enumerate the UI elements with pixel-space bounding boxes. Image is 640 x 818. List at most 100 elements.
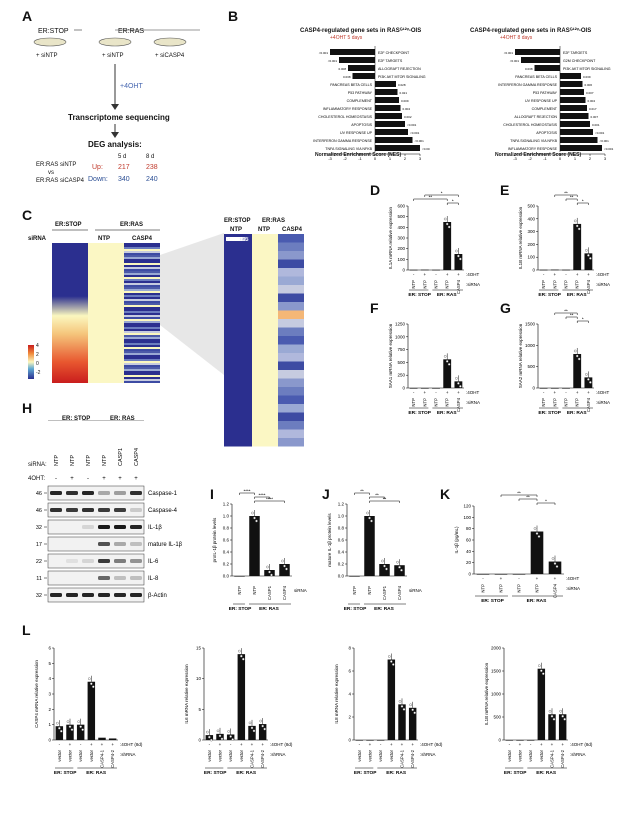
oht-label: - — [80, 742, 82, 747]
zoom-cell-stop — [224, 234, 252, 243]
data-point — [210, 738, 213, 742]
a-compare2: ER:RAS siCASP4 — [36, 178, 85, 184]
heatmap-stripe — [124, 377, 160, 379]
zoom-cell-ntp — [252, 242, 278, 251]
x-tick-label: 1 — [389, 156, 392, 160]
a-down-5d: 340 — [118, 176, 130, 183]
zoom-cell-casp4 — [278, 378, 304, 387]
oht-label: - — [59, 742, 61, 747]
data-point — [402, 708, 406, 711]
fdr-label: 0.007 — [586, 91, 594, 95]
data-point — [548, 709, 552, 713]
oht-label: - — [435, 272, 437, 277]
category-label: NTP — [422, 398, 427, 407]
oht-label: + — [446, 272, 449, 277]
group-ras-label: ER: RAS — [437, 292, 458, 298]
nes-bar — [330, 49, 375, 55]
nes-bar — [560, 145, 602, 151]
category-label: CASP4-2 — [410, 749, 415, 768]
y-tick-label: 100 — [527, 255, 535, 260]
gene-label: GNA15 — [226, 237, 243, 243]
oht-label: + — [423, 390, 426, 395]
a-cell2-label: + siNTP — [102, 53, 124, 59]
category-label: CASP4 — [397, 585, 402, 600]
fdr-label: <0.001 — [604, 147, 614, 151]
oht-label: + — [251, 742, 254, 747]
sig-label: ** — [360, 489, 364, 494]
x-tick-label: -2 — [528, 156, 532, 160]
heatmap-stripe — [124, 329, 160, 331]
sig-label: * — [441, 191, 443, 196]
nes-bar — [560, 105, 587, 111]
sig-label: ** — [429, 195, 433, 200]
nes-bar — [560, 89, 584, 95]
data-point — [66, 720, 70, 723]
oht-label: + — [390, 742, 393, 747]
oht-label: + — [369, 742, 372, 747]
bar — [454, 381, 463, 388]
nes-bar — [375, 137, 413, 143]
x-tick-label: 2 — [404, 156, 407, 160]
category-label: NTP — [422, 280, 427, 289]
data-point — [263, 727, 266, 731]
y-tick-label: 1000 — [525, 343, 536, 348]
data-point — [285, 567, 288, 571]
zoom-cell-stop — [224, 412, 252, 421]
y-tick-label: 500 — [527, 204, 535, 209]
category-label: NTP — [411, 280, 416, 289]
y-axis-label: IL8 mRNA relative expression — [334, 664, 339, 724]
gene-label: IL1A — [226, 237, 237, 243]
c-casp4: CASP4 — [132, 236, 153, 242]
zoom-cell-ntp — [252, 319, 278, 328]
sig-label: ** — [526, 495, 530, 500]
data-point — [409, 703, 412, 707]
oht-label: - — [359, 742, 361, 747]
bar — [355, 740, 364, 741]
data-point — [552, 717, 556, 721]
oht-label: - — [518, 576, 520, 581]
y-tick-label: 0 — [402, 386, 405, 391]
bar — [364, 516, 375, 576]
heatmap-stripe — [124, 343, 160, 345]
bar — [558, 714, 567, 740]
oht-label: + — [457, 272, 460, 277]
y-tick-label: 100 — [463, 515, 471, 520]
y-tick-label: 0.0 — [338, 574, 345, 579]
zoom-cell-casp4 — [278, 370, 304, 379]
data-point — [385, 567, 388, 571]
data-point — [218, 734, 222, 738]
data-point — [538, 664, 541, 668]
sig-label: ** — [375, 493, 379, 498]
sig-label: ** — [564, 309, 568, 314]
oht-label: + — [587, 272, 590, 277]
y-tick-label: 750 — [397, 347, 405, 352]
oht-label: + — [576, 390, 579, 395]
heatmap-stripe — [124, 339, 160, 341]
mw-marker: 22 — [36, 559, 42, 565]
data-point — [447, 225, 451, 229]
heatmap-stripe — [124, 247, 160, 249]
y-tick-label: 0.4 — [338, 550, 345, 555]
mw-marker: 46 — [36, 508, 42, 514]
heatmap-stripe — [124, 355, 160, 357]
bar — [548, 714, 556, 740]
zoom-cell-stop — [224, 242, 252, 251]
data-point — [259, 719, 262, 723]
category-label: NTP — [541, 398, 546, 407]
y-axis-label: SAA1 mRNA relative expression — [388, 323, 393, 388]
blot-band — [114, 593, 126, 597]
y-tick-label: 0.8 — [223, 526, 230, 531]
zoom-cell-casp4 — [278, 421, 304, 430]
bar — [420, 269, 429, 271]
y-tick-label: 1000 — [395, 334, 406, 339]
zoom-cell-ntp — [252, 336, 278, 345]
sirna-row-label: :siRNA — [466, 282, 480, 287]
blot-band — [114, 525, 126, 529]
panel-label-g: G — [500, 300, 511, 316]
blot-band — [98, 491, 110, 495]
blot-band — [98, 576, 110, 580]
oht-row-label: :4OHT — [596, 390, 610, 395]
oht-row-label: :4OHT — [466, 390, 480, 395]
heatmap-stripe — [124, 269, 160, 271]
